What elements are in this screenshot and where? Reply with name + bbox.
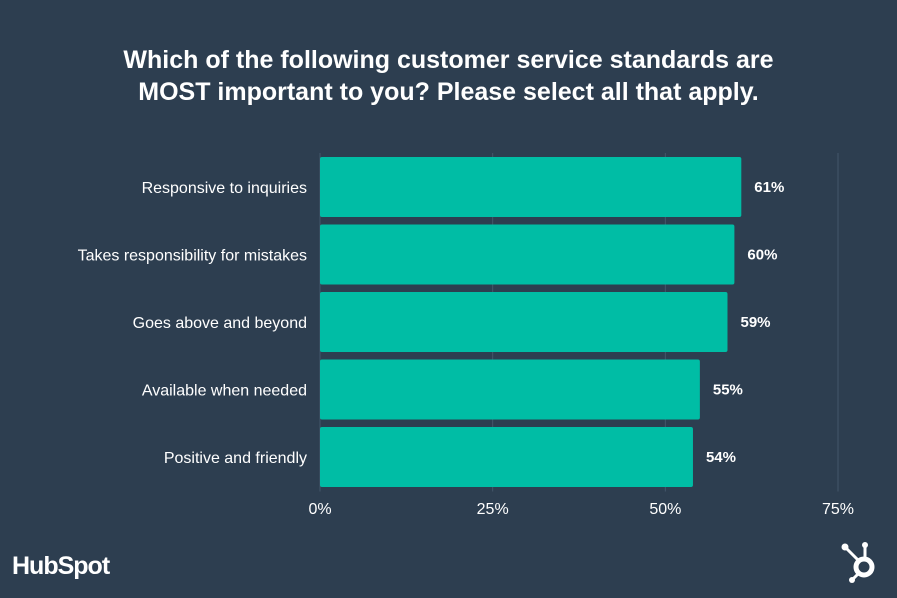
x-tick-label: 25% bbox=[477, 501, 509, 518]
value-label: 61% bbox=[754, 179, 784, 196]
bar bbox=[320, 359, 700, 420]
bar bbox=[320, 224, 735, 285]
value-label: 55% bbox=[713, 382, 743, 399]
x-tick-label: 50% bbox=[649, 501, 681, 518]
hubspot-sprocket-icon bbox=[841, 542, 875, 583]
bar bbox=[320, 157, 742, 217]
bar bbox=[320, 427, 693, 487]
title-line: MOST important to you? Please select all… bbox=[138, 78, 759, 106]
title-line: Which of the following customer service … bbox=[123, 46, 774, 74]
chart-title: Which of the following customer service … bbox=[0, 44, 897, 108]
x-tick-label: 0% bbox=[308, 501, 331, 518]
value-label: 59% bbox=[740, 314, 770, 331]
category-label: Available when needed bbox=[142, 383, 307, 400]
category-label: Positive and friendly bbox=[164, 450, 307, 467]
hubspot-logo: HubSpot bbox=[12, 552, 110, 580]
category-label: Takes responsibility for mistakes bbox=[78, 248, 307, 265]
x-tick-label: 75% bbox=[822, 501, 854, 518]
value-label: 60% bbox=[747, 247, 777, 264]
bar bbox=[320, 292, 728, 352]
category-label: Goes above and beyond bbox=[133, 315, 307, 332]
value-label: 54% bbox=[706, 449, 736, 466]
category-label: Responsive to inquiries bbox=[142, 180, 307, 197]
